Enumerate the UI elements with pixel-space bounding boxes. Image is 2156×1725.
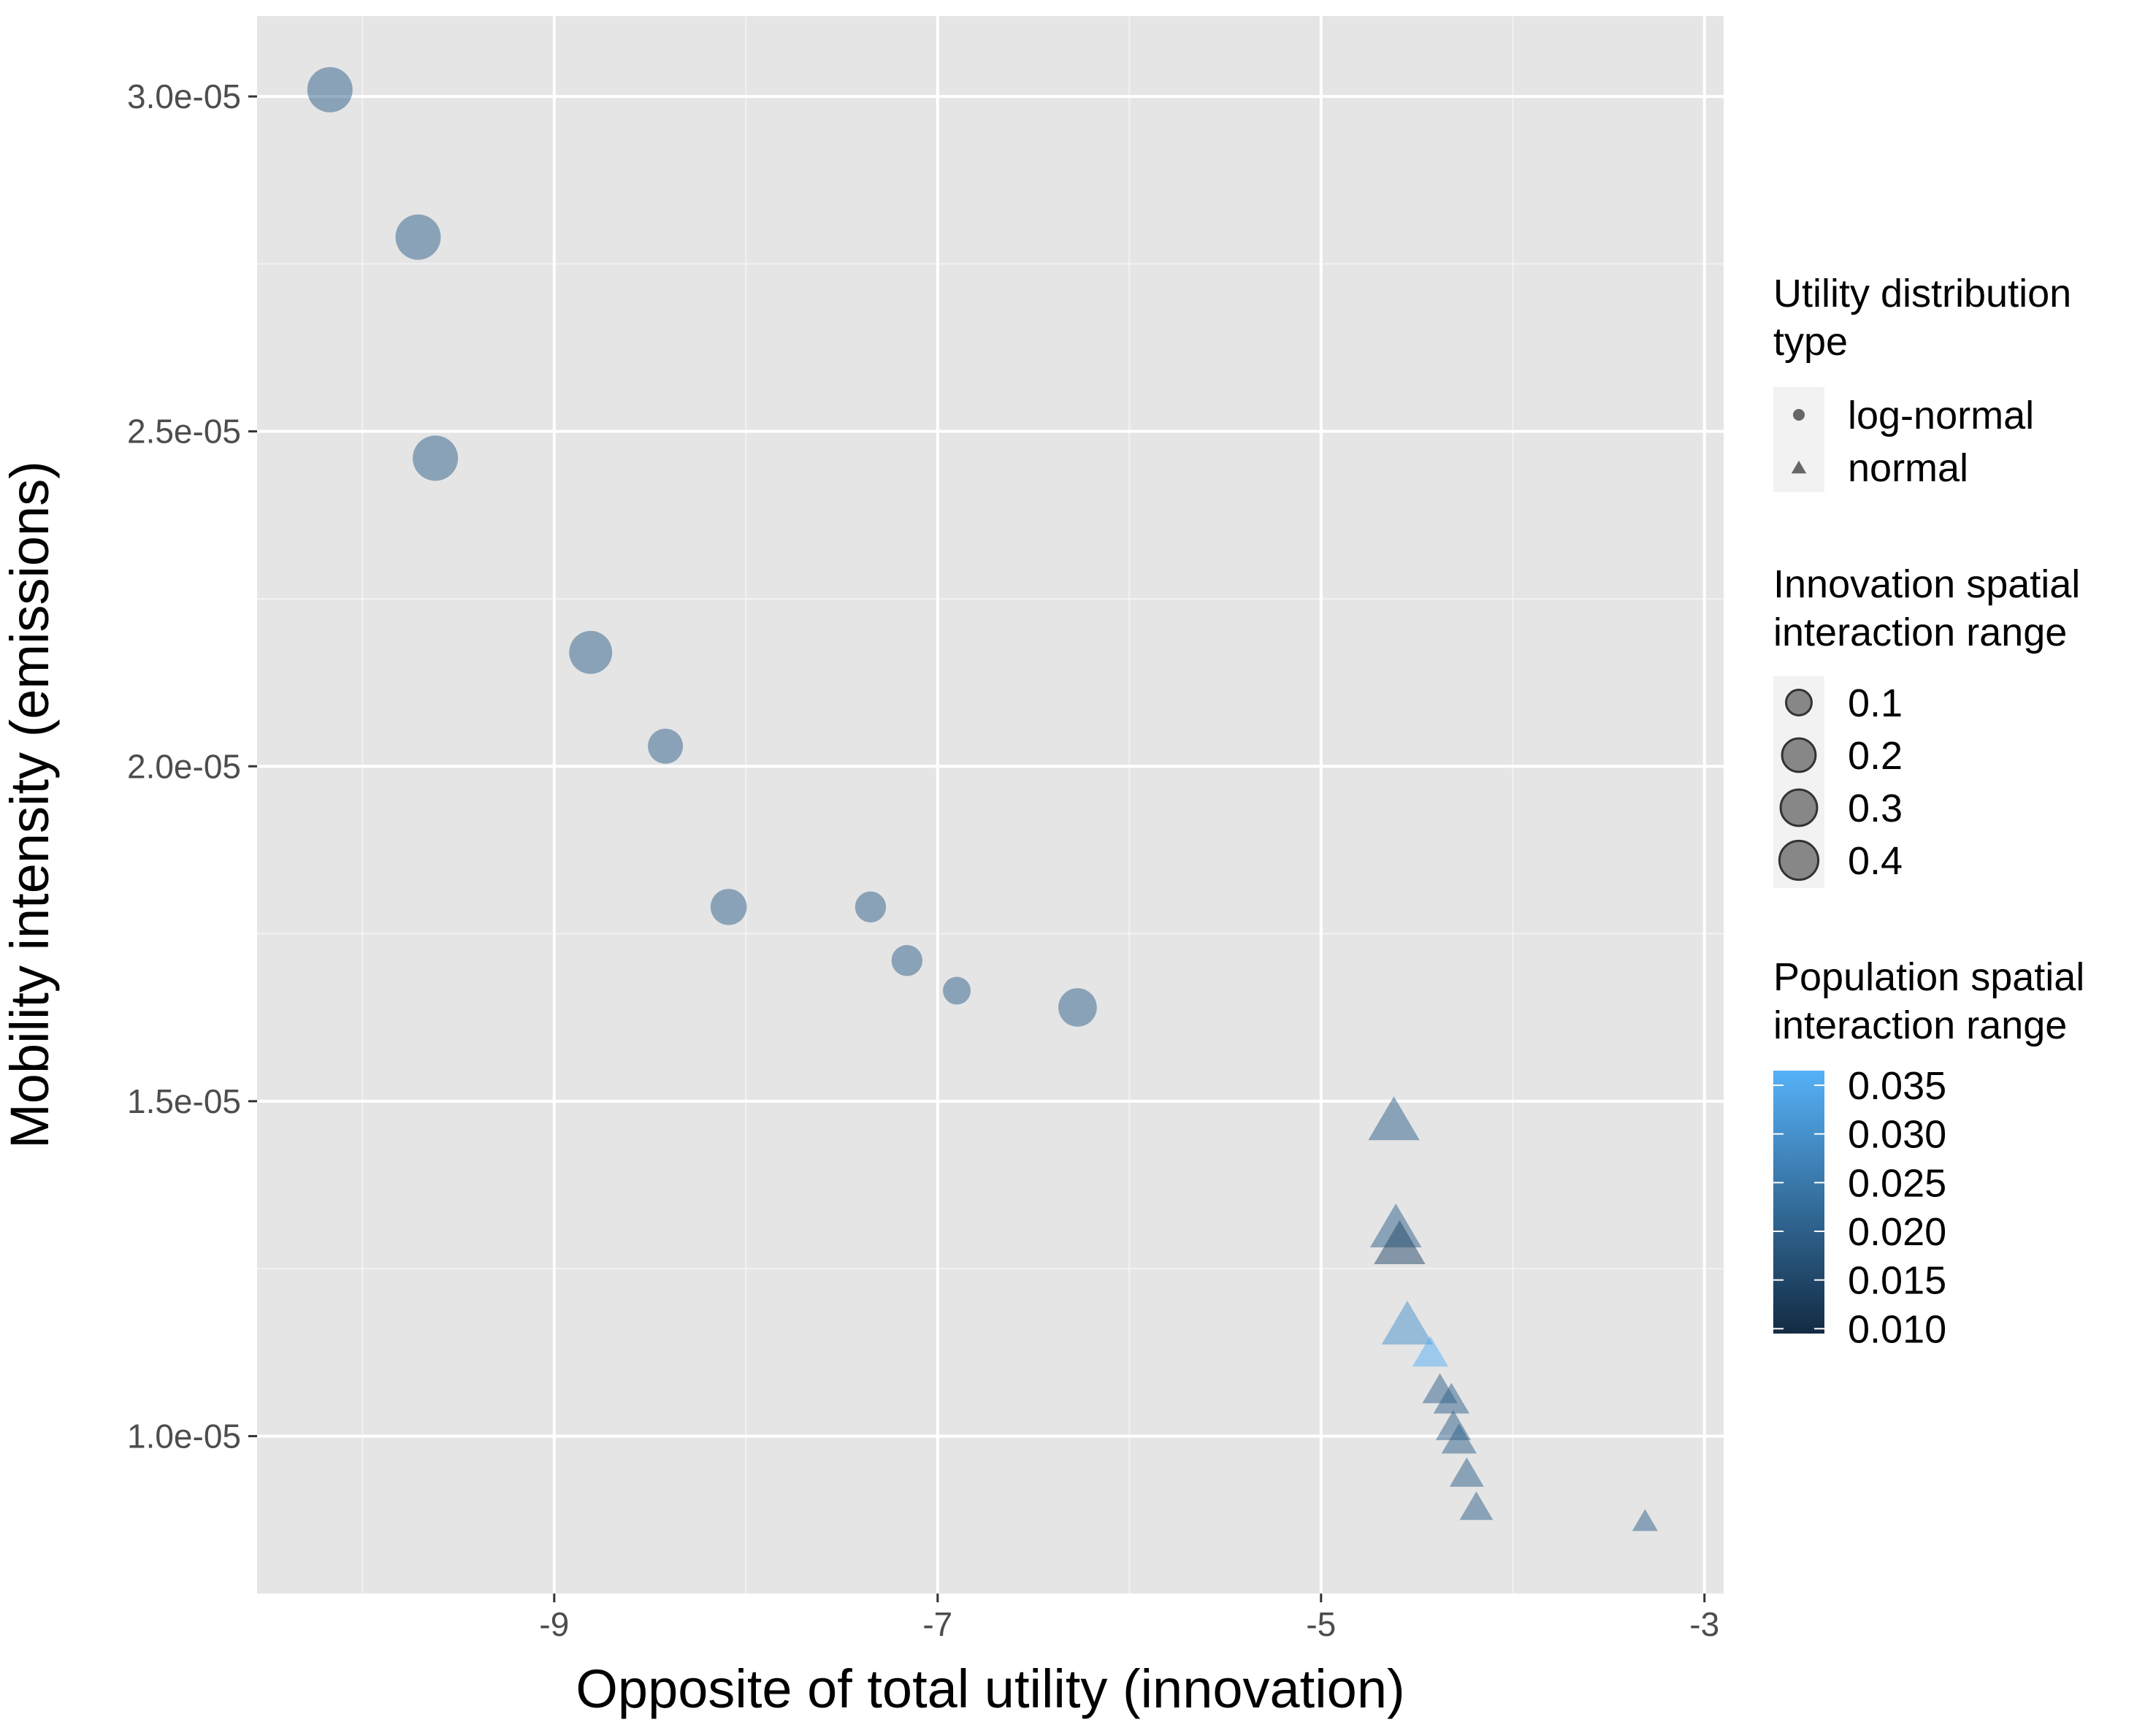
data-point-triangle: [1368, 1096, 1420, 1141]
data-point-circle: [855, 891, 887, 923]
data-point-circle: [569, 630, 613, 674]
data-point-triangle: [1459, 1491, 1494, 1521]
data-point-triangle: [1433, 1382, 1469, 1414]
y-tick-label: 2.0e-05: [127, 747, 241, 785]
data-point-triangle: [1632, 1509, 1658, 1531]
data-point-triangle: [1441, 1423, 1477, 1454]
legend-key-triangle: [1791, 460, 1807, 474]
legend-label: log-normal: [1848, 394, 2034, 437]
data-point-circle: [943, 976, 971, 1005]
y-axis-title: Mobility intensity (emissions): [0, 461, 60, 1149]
legend-label: normal: [1848, 446, 1968, 490]
colorbar-tick-label: 0.030: [1848, 1113, 1946, 1157]
x-tick-label: -3: [1689, 1605, 1719, 1643]
legend-key-size-circle: [1779, 788, 1819, 827]
legend-label: 0.2: [1848, 734, 1903, 778]
data-point-circle: [1058, 988, 1097, 1027]
data-point-triangle: [1374, 1220, 1426, 1264]
plot-panel: [257, 16, 1724, 1594]
legend-title: interaction range: [1773, 1003, 2067, 1047]
legend-label: 0.1: [1848, 681, 1903, 725]
legend-title: Population spatial: [1773, 955, 2084, 999]
y-tick-label: 2.5e-05: [127, 413, 241, 451]
y-tick-label: 1.0e-05: [127, 1417, 241, 1455]
colorbar-tick-label: 0.035: [1848, 1064, 1946, 1108]
data-point-circle: [395, 214, 441, 260]
minor-gridlines: [257, 16, 1724, 1594]
y-axis: 1.0e-05 1.5e-05 2.0e-05 2.5e-05 3.0e-05: [127, 77, 257, 1455]
colorbar-tick-label: 0.020: [1848, 1210, 1946, 1254]
y-tick-label: 3.0e-05: [127, 77, 241, 115]
colorbar: [1773, 1071, 1824, 1334]
x-axis: -9 -7 -5 -3: [539, 1594, 1719, 1643]
legend-title: interaction range: [1773, 611, 2067, 654]
colorbar-tick-label: 0.025: [1848, 1161, 1946, 1205]
legend-label: 0.4: [1848, 839, 1903, 883]
y-tick-label: 1.5e-05: [127, 1082, 241, 1120]
x-tick-label: -9: [539, 1605, 569, 1643]
legend-key-size-circle: [1785, 689, 1813, 716]
major-gridlines: [257, 16, 1724, 1594]
colorbar-tick-label: 0.010: [1848, 1307, 1946, 1351]
data-point-triangle: [1412, 1336, 1449, 1367]
data-point-triangle: [1449, 1457, 1484, 1487]
x-tick-label: -5: [1306, 1605, 1336, 1643]
colorbar-tick-label: 0.015: [1848, 1259, 1946, 1303]
data-point-circle: [307, 66, 353, 112]
legend-key-size-circle: [1778, 839, 1820, 881]
data-point-circle: [710, 889, 747, 925]
data-point-circle: [413, 435, 459, 481]
data-point-circle: [891, 945, 923, 976]
data-points: [307, 66, 1658, 1531]
legend-title: type: [1773, 320, 1848, 364]
legend-key-size-circle: [1781, 737, 1817, 773]
legend-title: Innovation spatial: [1773, 562, 2080, 606]
legend-title: Utility distribution: [1773, 272, 2071, 315]
x-tick-label: -7: [922, 1605, 952, 1643]
x-axis-title: Opposite of total utility (innovation): [576, 1659, 1404, 1719]
data-point-triangle: [1381, 1300, 1434, 1345]
legend-key-background: [1773, 387, 1824, 492]
legend-key-circle: [1793, 409, 1805, 421]
legend-label: 0.3: [1848, 787, 1903, 830]
data-point-circle: [648, 728, 684, 764]
